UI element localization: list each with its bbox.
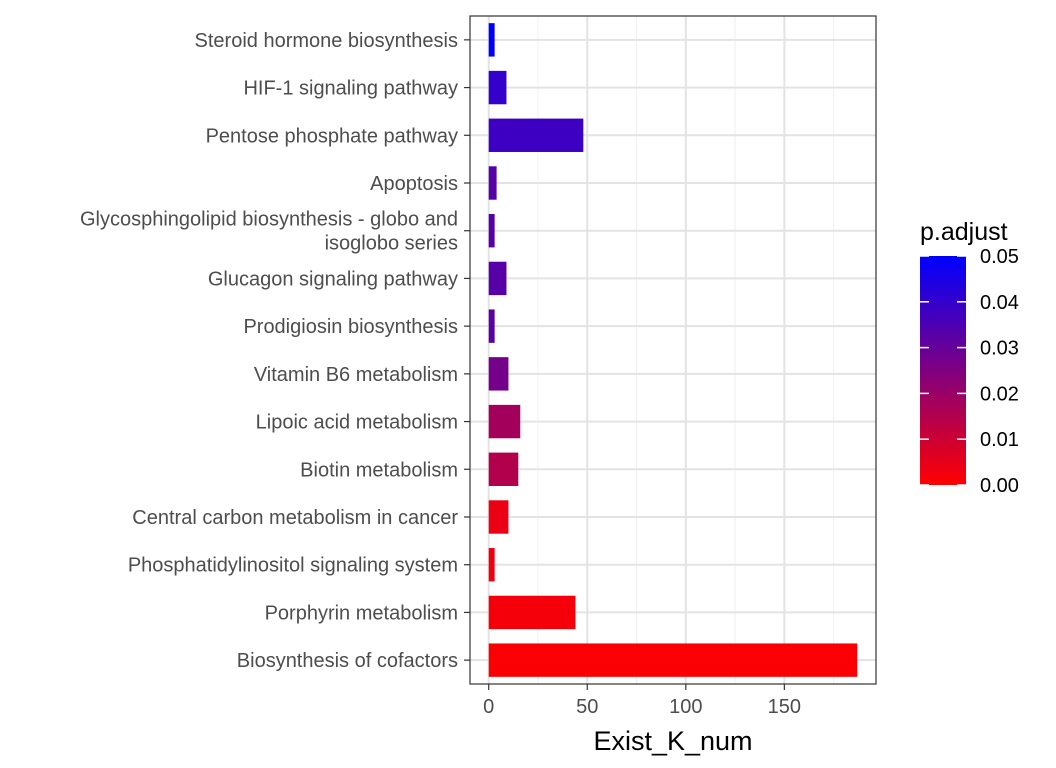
category-label: isoglobo series (325, 233, 458, 255)
bar (488, 500, 509, 534)
bars (488, 23, 858, 677)
category-label: Vitamin B6 metabolism (254, 364, 458, 386)
legend-ticks: 0.05 0.04 0.03 0.02 0.01 0.00 (920, 246, 1019, 497)
legend: p.adjust 0.05 0.04 0.03 0.02 0.01 0.00 (920, 218, 1019, 497)
x-tick-label: 50 (576, 696, 598, 718)
legend-tick-label: 0.04 (980, 292, 1019, 314)
category-label: Biotin metabolism (300, 459, 458, 481)
bar (488, 166, 497, 200)
legend-colorbar (920, 256, 966, 485)
category-label: Apoptosis (370, 173, 458, 195)
x-tick-label: 0 (483, 696, 494, 718)
bar (488, 404, 521, 439)
category-label: Pentose phosphate pathway (206, 125, 458, 147)
bar (488, 595, 576, 630)
x-tick-label: 150 (768, 696, 801, 718)
legend-tick-label: 0.03 (980, 338, 1019, 360)
bar (488, 214, 495, 248)
legend-tick-label: 0.01 (980, 429, 1019, 451)
legend-tick-label: 0.00 (980, 475, 1019, 497)
bar (488, 261, 507, 296)
x-tick-label: 100 (669, 696, 702, 718)
category-label: Porphyrin metabolism (265, 602, 458, 624)
category-label: Biosynthesis of cofactors (237, 650, 458, 672)
category-label: Lipoic acid metabolism (256, 412, 458, 434)
category-label: Glycosphingolipid biosynthesis - globo a… (80, 209, 458, 231)
category-labels: Steroid hormone biosynthesis HIF-1 signal… (80, 30, 470, 672)
plot-panel (470, 16, 876, 684)
bar (488, 357, 509, 391)
bar (488, 309, 495, 343)
legend-tick-label: 0.02 (980, 383, 1019, 405)
bar (488, 452, 519, 486)
legend-tick-label: 0.05 (980, 246, 1019, 268)
category-label: HIF-1 signaling pathway (243, 78, 458, 100)
category-label: Steroid hormone biosynthesis (195, 30, 458, 52)
bar (488, 643, 858, 677)
bar (488, 118, 584, 152)
category-label: Glucagon signaling pathway (208, 268, 458, 290)
category-label: Central carbon metabolism in cancer (132, 507, 458, 529)
bar (488, 70, 507, 105)
bar (488, 548, 495, 582)
category-label: Phosphatidylinositol signaling system (128, 555, 458, 577)
legend-title: p.adjust (920, 218, 1008, 246)
category-label: Prodigiosin biosynthesis (243, 316, 458, 338)
x-axis-ticks: 0 50 100 150 (483, 684, 801, 718)
plot-border (469, 15, 877, 685)
bar (488, 23, 495, 57)
x-axis-title: Exist_K_num (593, 726, 752, 756)
